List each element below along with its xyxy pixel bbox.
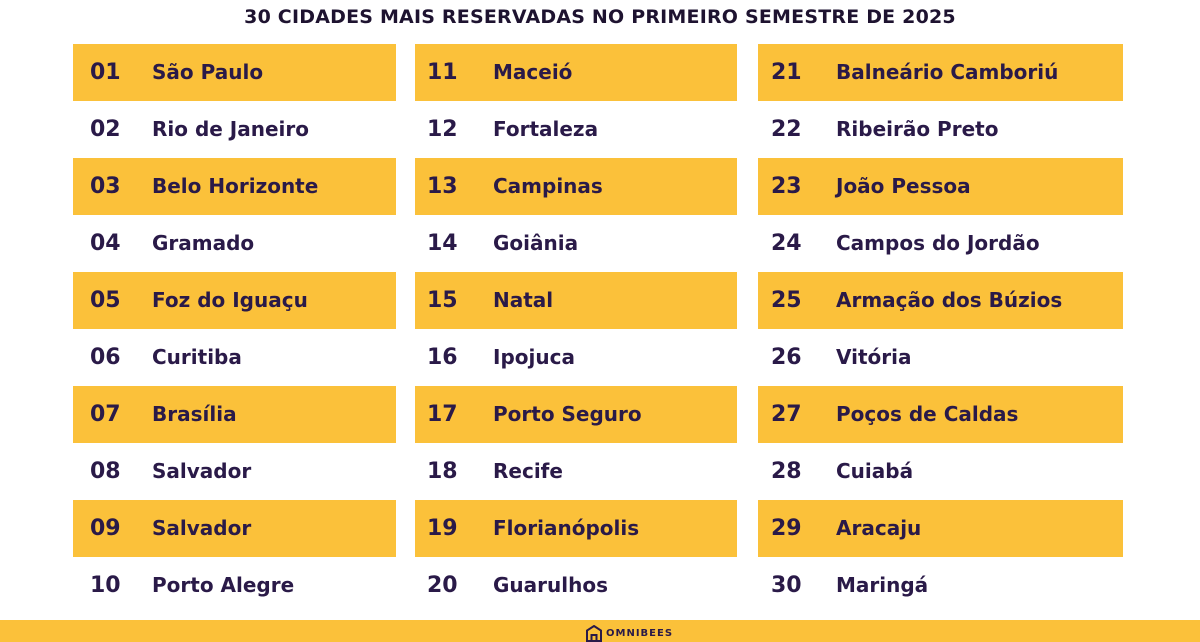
list-item: 09 Salvador	[73, 500, 396, 557]
city-name: Ribeirão Preto	[836, 117, 999, 141]
list-item: 01 São Paulo	[73, 44, 396, 101]
logo-wordmark: OMNIBEES	[606, 628, 674, 639]
list-item: 04 Gramado	[73, 215, 396, 272]
city-name: Cuiabá	[836, 459, 914, 483]
city-name: Natal	[493, 288, 554, 312]
city-name: Salvador	[152, 459, 252, 483]
city-name: Fortaleza	[493, 117, 599, 141]
rank-number: 01	[90, 60, 121, 85]
list-item: 03 Belo Horizonte	[73, 158, 396, 215]
rank-number: 15	[427, 288, 458, 313]
city-name: Campinas	[493, 174, 603, 198]
list-item: 28 Cuiabá	[758, 443, 1123, 500]
city-name: Armação dos Búzios	[836, 288, 1063, 312]
city-name: Campos do Jordão	[836, 231, 1040, 255]
city-name: Aracaju	[836, 516, 922, 540]
list-item: 10 Porto Alegre	[73, 557, 396, 614]
city-name: Belo Horizonte	[152, 174, 319, 198]
footer-logo[interactable]: OMNIBEES	[586, 625, 673, 642]
rank-number: 26	[771, 345, 802, 370]
city-name: São Paulo	[152, 60, 264, 84]
rank-number: 22	[771, 117, 802, 142]
rank-number: 16	[427, 345, 458, 370]
list-item: 08 Salvador	[73, 443, 396, 500]
rank-number: 05	[90, 288, 121, 313]
rank-number: 24	[771, 231, 802, 256]
ranking-column-2: 11 Maceió 12 Fortaleza 13 Campinas 14 Goiâni…	[415, 44, 737, 614]
rank-number: 25	[771, 288, 802, 313]
list-item: 05 Foz do Iguaçu	[73, 272, 396, 329]
rank-number: 02	[90, 117, 121, 142]
city-name: Guarulhos	[493, 573, 608, 597]
list-item: 17 Porto Seguro	[415, 386, 737, 443]
page-title: 30 CIDADES MAIS RESERVADAS NO PRIMEIRO S…	[244, 6, 956, 28]
rank-number: 04	[90, 231, 121, 256]
city-name: Gramado	[152, 231, 255, 255]
city-name: Curitiba	[152, 345, 242, 369]
list-item: 16 Ipojuca	[415, 329, 737, 386]
list-item: 22 Ribeirão Preto	[758, 101, 1123, 158]
rank-number: 12	[427, 117, 458, 142]
city-name: Porto Alegre	[152, 573, 295, 597]
list-item: 27 Poços de Caldas	[758, 386, 1123, 443]
rank-number: 03	[90, 174, 121, 199]
list-item: 02 Rio de Janeiro	[73, 101, 396, 158]
list-item: 06 Curitiba	[73, 329, 396, 386]
rank-number: 18	[427, 459, 458, 484]
list-item: 25 Armação dos Búzios	[758, 272, 1123, 329]
list-item: 07 Brasília	[73, 386, 396, 443]
list-item: 29 Aracaju	[758, 500, 1123, 557]
city-name: Porto Seguro	[493, 402, 642, 426]
rank-number: 27	[771, 402, 802, 427]
city-name: Balneário Camboriú	[836, 60, 1059, 84]
city-name: João Pessoa	[836, 174, 971, 198]
rank-number: 08	[90, 459, 121, 484]
city-name: Maceió	[493, 60, 573, 84]
list-item: 26 Vitória	[758, 329, 1123, 386]
rank-number: 09	[90, 516, 121, 541]
rank-number: 17	[427, 402, 458, 427]
city-name: Maringá	[836, 573, 929, 597]
rank-number: 28	[771, 459, 802, 484]
city-name: Salvador	[152, 516, 252, 540]
omnibees-house-icon	[586, 625, 602, 642]
list-item: 11 Maceió	[415, 44, 737, 101]
list-item: 12 Fortaleza	[415, 101, 737, 158]
ranking-column-1: 01 São Paulo 02 Rio de Janeiro 03 Belo Hori…	[73, 44, 396, 614]
list-item: 24 Campos do Jordão	[758, 215, 1123, 272]
list-item: 18 Recife	[415, 443, 737, 500]
city-name: Ipojuca	[493, 345, 575, 369]
city-name: Vitória	[836, 345, 912, 369]
rank-number: 06	[90, 345, 121, 370]
rank-number: 13	[427, 174, 458, 199]
rank-number: 29	[771, 516, 802, 541]
rank-number: 19	[427, 516, 458, 541]
list-item: 20 Guarulhos	[415, 557, 737, 614]
rank-number: 30	[771, 573, 802, 598]
rank-number: 11	[427, 60, 458, 85]
city-name: Foz do Iguaçu	[152, 288, 308, 312]
list-item: 13 Campinas	[415, 158, 737, 215]
city-name: Recife	[493, 459, 563, 483]
rank-number: 20	[427, 573, 458, 598]
rank-number: 14	[427, 231, 458, 256]
list-item: 14 Goiânia	[415, 215, 737, 272]
list-item: 15 Natal	[415, 272, 737, 329]
city-name: Goiânia	[493, 231, 579, 255]
rank-number: 10	[90, 573, 121, 598]
rank-number: 23	[771, 174, 802, 199]
city-name: Rio de Janeiro	[152, 117, 310, 141]
rank-number: 21	[771, 60, 802, 85]
rank-number: 07	[90, 402, 121, 427]
list-item: 30 Maringá	[758, 557, 1123, 614]
list-item: 19 Florianópolis	[415, 500, 737, 557]
list-item: 23 João Pessoa	[758, 158, 1123, 215]
city-name: Brasília	[152, 402, 237, 426]
city-name: Poços de Caldas	[836, 402, 1019, 426]
list-item: 21 Balneário Camboriú	[758, 44, 1123, 101]
ranking-column-3: 21 Balneário Camboriú 22 Ribeirão Preto 23…	[758, 44, 1123, 614]
city-name: Florianópolis	[493, 516, 640, 540]
